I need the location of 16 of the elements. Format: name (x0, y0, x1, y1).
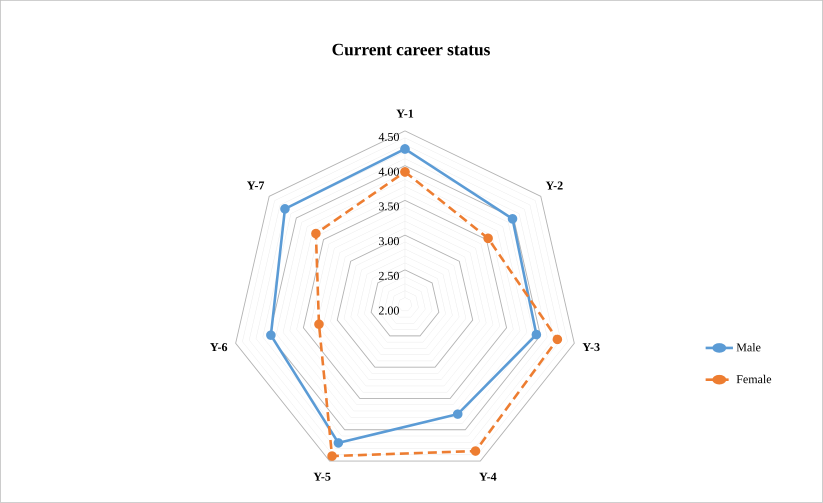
spoke-label: Y-5 (314, 472, 330, 481)
spoke-label: Y-4 (479, 472, 496, 481)
y-tick-label: 3.50 (379, 202, 399, 211)
spoke-label: Y-6 (210, 343, 228, 352)
legend-label: Male (736, 343, 760, 352)
y-tick-label: 4.50 (378, 132, 399, 142)
spoke-label: Y-2 (546, 182, 563, 190)
chart-title: Current career status (332, 44, 490, 56)
y-tick-label: 3.00 (379, 237, 399, 246)
spoke-label: Y-1 (396, 110, 414, 118)
spoke-label: Y-3 (582, 343, 600, 352)
y-tick-label: 2.50 (378, 272, 399, 280)
spoke-label: Y-7 (247, 182, 264, 190)
y-tick-label: 2.00 (378, 306, 399, 315)
legend-label: Female (736, 374, 772, 384)
y-tick-label: 4.00 (378, 168, 399, 176)
